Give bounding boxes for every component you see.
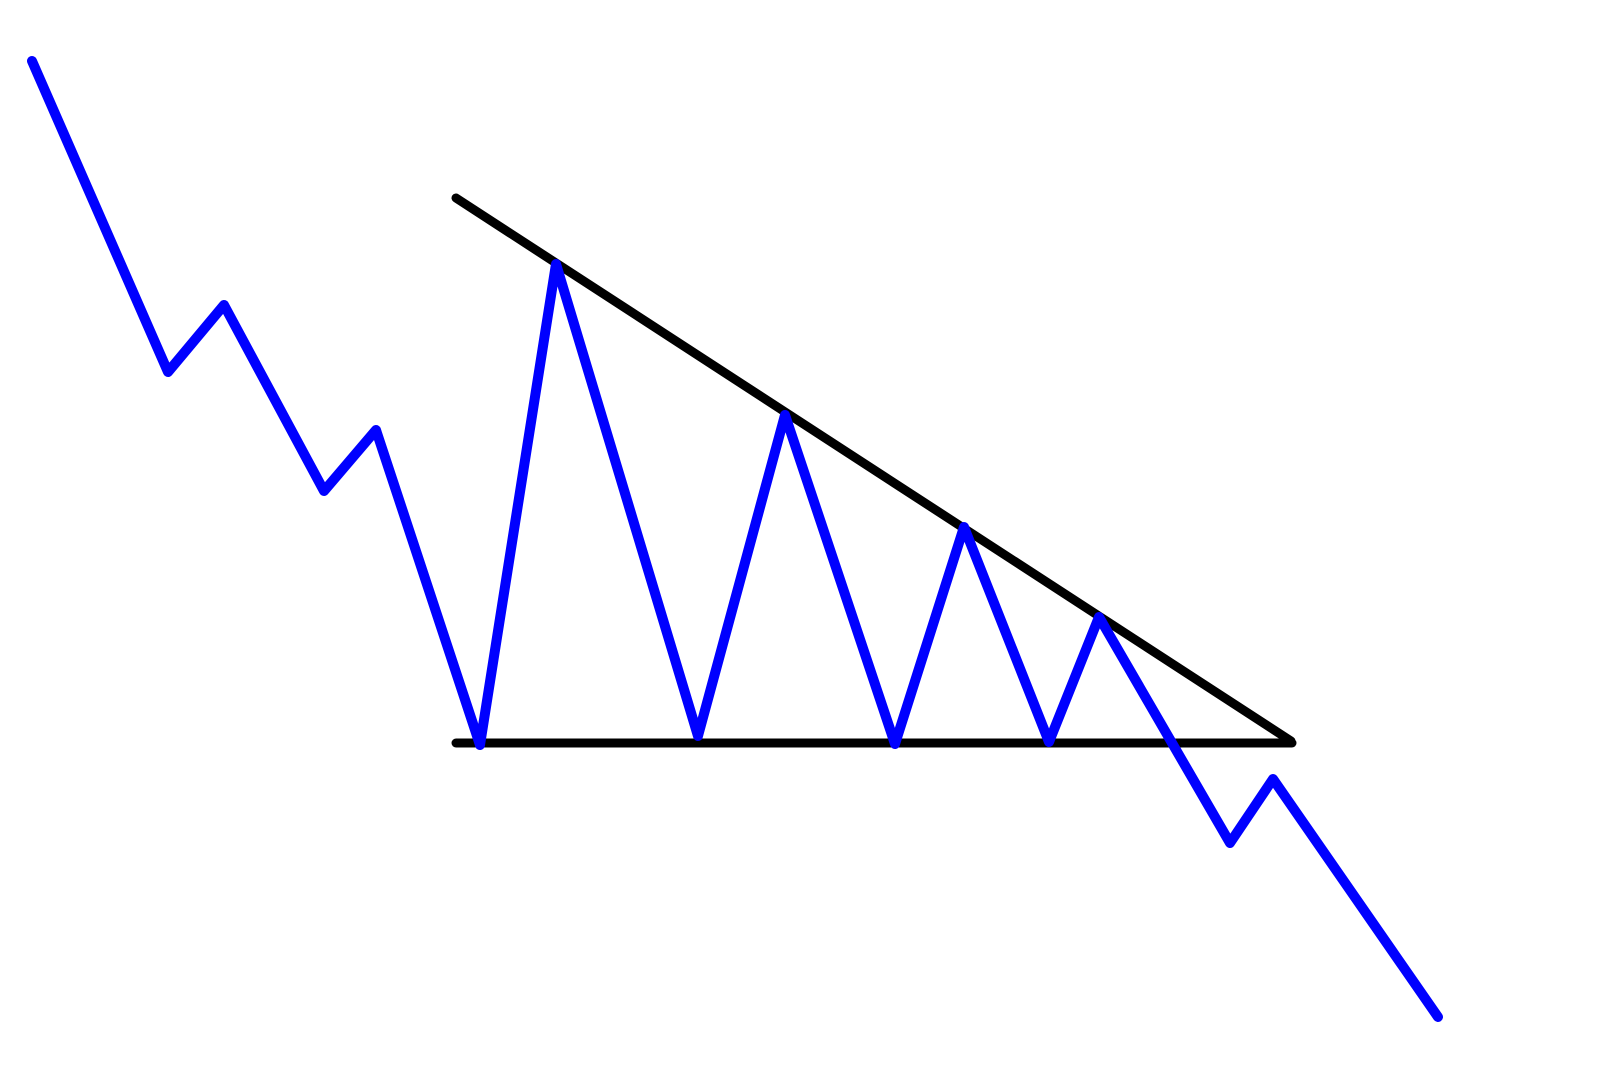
pivot-point <box>1045 738 1053 746</box>
price-pivots <box>164 260 1277 847</box>
pivot-point <box>164 368 172 376</box>
pivot-point <box>781 411 789 419</box>
pivot-point <box>372 426 380 434</box>
pivot-point <box>552 260 560 268</box>
pivot-point <box>1226 839 1234 847</box>
pivot-point <box>694 732 702 740</box>
pivot-point <box>1269 775 1277 783</box>
pivot-point <box>320 487 328 495</box>
pivot-point <box>476 741 484 749</box>
price-line <box>27 56 1443 1022</box>
pivot-point <box>960 523 968 531</box>
pivot-point <box>1095 613 1103 621</box>
trendlines-group <box>451 193 1297 748</box>
resistance-trendline <box>451 193 1296 746</box>
pivot-point <box>891 740 899 748</box>
pivot-point <box>220 301 228 309</box>
